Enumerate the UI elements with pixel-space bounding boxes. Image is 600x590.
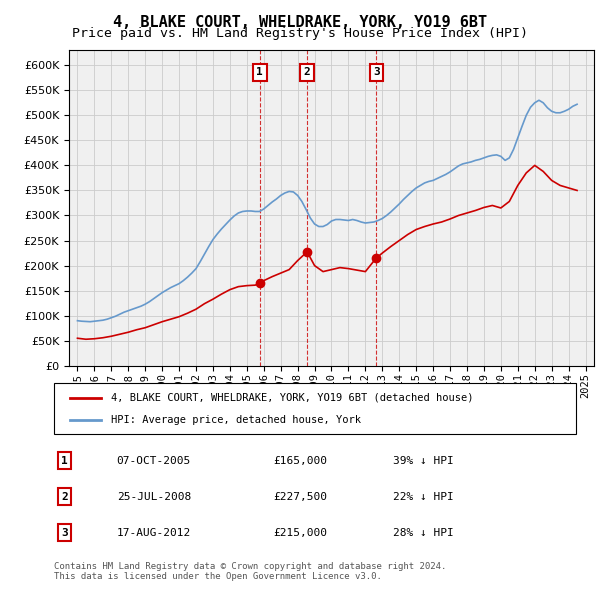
Text: Contains HM Land Registry data © Crown copyright and database right 2024.: Contains HM Land Registry data © Crown c…	[54, 562, 446, 571]
Text: 17-AUG-2012: 17-AUG-2012	[116, 527, 191, 537]
Text: 22% ↓ HPI: 22% ↓ HPI	[394, 491, 454, 502]
Text: HPI: Average price, detached house, York: HPI: Average price, detached house, York	[112, 415, 361, 425]
Text: £165,000: £165,000	[273, 455, 327, 466]
Text: £227,500: £227,500	[273, 491, 327, 502]
Text: 4, BLAKE COURT, WHELDRAKE, YORK, YO19 6BT: 4, BLAKE COURT, WHELDRAKE, YORK, YO19 6B…	[113, 15, 487, 30]
Text: This data is licensed under the Open Government Licence v3.0.: This data is licensed under the Open Gov…	[54, 572, 382, 581]
Text: 1: 1	[61, 455, 68, 466]
Text: 39% ↓ HPI: 39% ↓ HPI	[394, 455, 454, 466]
Text: £215,000: £215,000	[273, 527, 327, 537]
Text: 25-JUL-2008: 25-JUL-2008	[116, 491, 191, 502]
Text: 3: 3	[61, 527, 68, 537]
Text: 07-OCT-2005: 07-OCT-2005	[116, 455, 191, 466]
Text: 3: 3	[373, 67, 380, 77]
Text: Price paid vs. HM Land Registry's House Price Index (HPI): Price paid vs. HM Land Registry's House …	[72, 27, 528, 40]
Text: 4, BLAKE COURT, WHELDRAKE, YORK, YO19 6BT (detached house): 4, BLAKE COURT, WHELDRAKE, YORK, YO19 6B…	[112, 392, 474, 402]
Text: 2: 2	[61, 491, 68, 502]
Text: 1: 1	[256, 67, 263, 77]
FancyBboxPatch shape	[54, 384, 576, 434]
Text: 28% ↓ HPI: 28% ↓ HPI	[394, 527, 454, 537]
Text: 2: 2	[304, 67, 310, 77]
